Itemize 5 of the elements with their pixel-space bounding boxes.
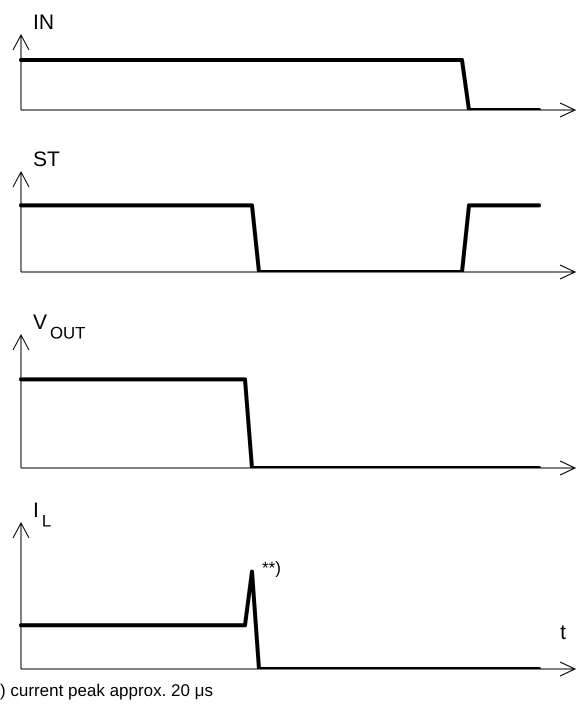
y-axis-title: ST	[33, 148, 60, 171]
y-axis-title: IN	[33, 11, 54, 34]
text: ) current peak approx. 20 μs	[0, 681, 214, 701]
annotation: **)	[262, 558, 281, 578]
x-axis-title: t	[560, 621, 566, 644]
